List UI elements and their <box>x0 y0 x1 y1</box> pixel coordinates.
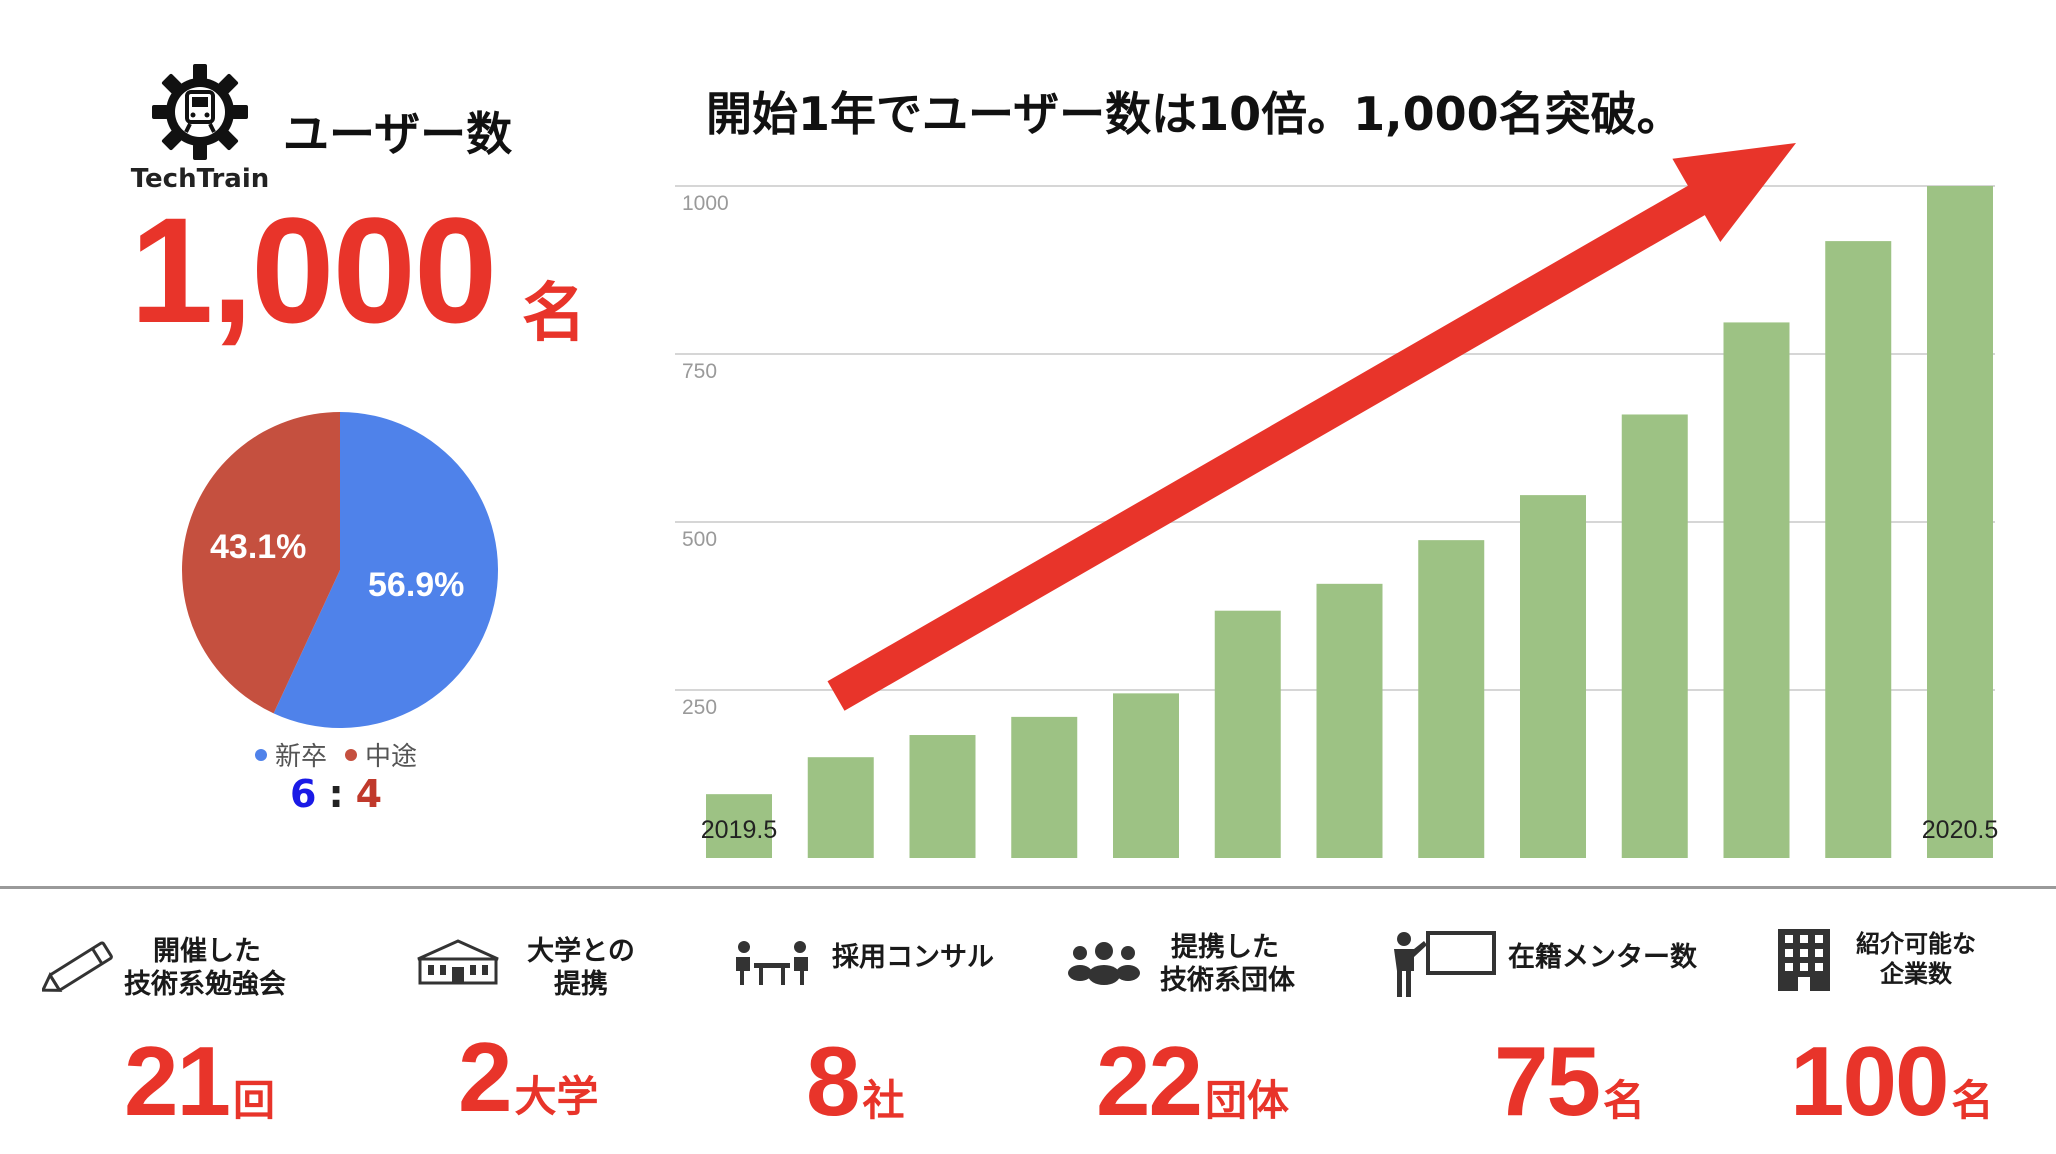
bar <box>1621 414 1688 858</box>
ratio-newgrad: 6 <box>290 772 317 816</box>
x-tick-label-last: 2020.5 <box>1922 816 1998 844</box>
bar <box>706 794 772 858</box>
stat-value: 22団体 <box>1096 1025 1289 1138</box>
bar <box>1418 540 1485 858</box>
stat-value: 75名 <box>1494 1025 1645 1138</box>
gear-icon <box>152 64 248 160</box>
stat-unit: 名 <box>1603 1076 1646 1125</box>
bar <box>1113 693 1179 858</box>
stat-label-line: 提携した <box>1171 932 1279 963</box>
stat-unit: 社 <box>862 1076 905 1125</box>
bar <box>1214 610 1281 858</box>
stat-unit: 大学 <box>514 1072 599 1121</box>
pie-slice-midcareer <box>181 412 340 714</box>
bar <box>1723 322 1790 858</box>
stat-label-line: 提携 <box>554 969 608 1000</box>
ratio-separator: : <box>328 772 344 816</box>
legend-dot-newgrad <box>255 748 267 761</box>
y-tick-label: 750 <box>682 360 717 383</box>
legend-dot-midcareer <box>345 748 358 761</box>
legend-label-midcareer: 中途 <box>365 742 418 772</box>
stat-label-line: 在籍メンター数 <box>1508 942 1697 973</box>
pie-legend: 新卒 中途 <box>255 736 417 773</box>
stat-number: 8 <box>806 1026 860 1136</box>
stat-number: 75 <box>1494 1026 1601 1136</box>
stat-label: 在籍メンター数 <box>1508 941 1697 974</box>
stat-label-line: 開催した <box>153 936 261 967</box>
stat-value: 8社 <box>806 1025 905 1138</box>
headline: 開始1年でユーザー数は10倍。1,000名突破。 <box>706 87 1683 141</box>
stat-value: 21回 <box>124 1025 275 1138</box>
stat-unit: 回 <box>233 1076 276 1125</box>
section-divider <box>0 886 2056 889</box>
stat-label-line: 採用コンサル <box>832 942 994 973</box>
users-unit: 名 <box>522 277 586 351</box>
ratio-midcareer: 4 <box>355 772 383 816</box>
bar <box>1825 241 1892 858</box>
pie-label-midcareer: 43.1% <box>210 528 307 566</box>
bar <box>1927 186 1993 858</box>
logo-text: TechTrain <box>130 164 270 194</box>
stat-label: 紹介可能な 企業数 <box>1846 929 1986 989</box>
ratio-text: 6:4 <box>290 772 382 816</box>
legend-label-newgrad: 新卒 <box>275 742 328 772</box>
stat-label: 開催した 技術系勉強会 <box>124 935 286 1001</box>
building-icon <box>1778 929 1830 991</box>
ratio-pie-chart <box>181 412 498 728</box>
stat-number: 100 <box>1790 1026 1950 1136</box>
x-tick-label-first: 2019.5 <box>701 816 777 844</box>
techtrain-logo: TechTrain <box>130 62 270 194</box>
bar <box>1316 583 1383 858</box>
stat-label-line: 紹介可能な <box>1856 930 1976 958</box>
stat-number: 21 <box>124 1026 231 1136</box>
y-tick-label: 1000 <box>682 192 729 215</box>
meeting-icon <box>736 941 808 985</box>
bar <box>1011 716 1078 858</box>
pie-slice-newgrad <box>273 412 498 728</box>
stat-label-line: 技術系団体 <box>1160 965 1295 996</box>
growth-arrow <box>827 143 1796 711</box>
stat-number: 22 <box>1096 1026 1203 1136</box>
group-icon <box>1068 942 1140 985</box>
pie-label-newgrad: 56.9% <box>368 566 465 604</box>
stat-label: 採用コンサル <box>832 941 994 974</box>
stat-label-line: 技術系勉強会 <box>124 969 286 1000</box>
stat-value: 100名 <box>1790 1025 1994 1138</box>
bar <box>1520 495 1586 858</box>
presenter-icon <box>1394 931 1496 997</box>
y-tick-label: 500 <box>682 528 717 551</box>
stat-unit: 名 <box>1951 1076 1994 1125</box>
stat-number: 2 <box>458 1022 512 1132</box>
stat-label: 提携した 技術系団体 <box>1160 931 1295 997</box>
users-title: ユーザー数 <box>283 107 513 161</box>
stat-label-line: 企業数 <box>1880 960 1952 988</box>
pencil-icon <box>42 941 113 992</box>
stat-label-line: 大学との <box>527 936 635 967</box>
bar <box>807 757 874 858</box>
stat-unit: 団体 <box>1205 1076 1290 1125</box>
users-count: 1,000 <box>130 186 497 354</box>
stat-label: 大学との 提携 <box>526 935 636 1001</box>
stat-value: 2大学 <box>458 1021 599 1134</box>
university-icon <box>417 939 499 985</box>
y-tick-label: 250 <box>682 696 717 719</box>
bar <box>909 735 976 858</box>
